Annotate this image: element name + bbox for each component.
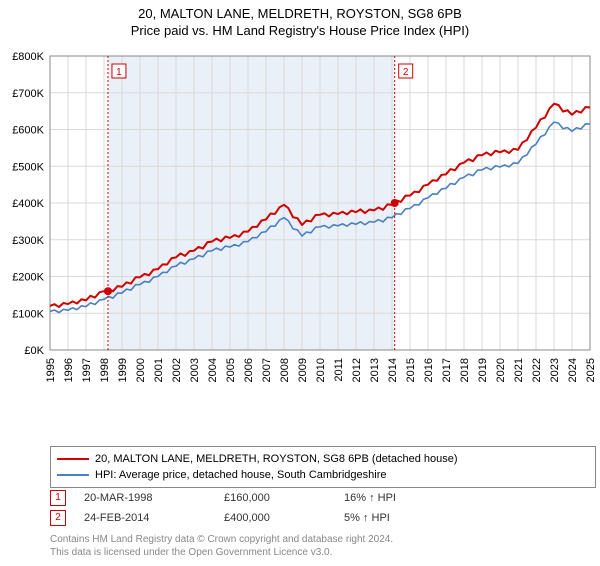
chart-title-sub: Price paid vs. HM Land Registry's House …: [0, 23, 600, 38]
svg-text:£700K: £700K: [12, 88, 44, 100]
copyright-footnote: Contains HM Land Registry data © Crown c…: [50, 534, 590, 559]
svg-text:2024: 2024: [567, 358, 579, 382]
sale-vs-hpi: 5% ↑ HPI: [344, 512, 464, 524]
svg-text:2003: 2003: [189, 358, 201, 382]
footnote-line: Contains HM Land Registry data © Crown c…: [50, 534, 590, 547]
svg-text:1997: 1997: [81, 358, 93, 382]
svg-text:1995: 1995: [45, 358, 57, 382]
chart-title-address: 20, MALTON LANE, MELDRETH, ROYSTON, SG8 …: [0, 6, 600, 21]
svg-text:2: 2: [403, 67, 409, 78]
svg-text:£400K: £400K: [12, 198, 44, 210]
legend-swatch: [57, 474, 89, 476]
svg-text:£600K: £600K: [12, 125, 44, 137]
svg-text:£800K: £800K: [12, 51, 44, 63]
svg-text:1998: 1998: [99, 358, 111, 382]
svg-text:1: 1: [116, 67, 122, 78]
legend-row: 20, MALTON LANE, MELDRETH, ROYSTON, SG8 …: [57, 451, 589, 467]
legend-swatch: [57, 458, 89, 460]
svg-text:2001: 2001: [153, 358, 165, 382]
svg-text:2022: 2022: [531, 358, 543, 382]
svg-text:2005: 2005: [225, 358, 237, 382]
sale-marker-icon: 1: [50, 490, 66, 506]
svg-text:2021: 2021: [513, 358, 525, 382]
svg-text:2017: 2017: [441, 358, 453, 382]
sale-vs-hpi: 16% ↑ HPI: [344, 492, 464, 504]
svg-text:2000: 2000: [135, 358, 147, 382]
chart-legend: 20, MALTON LANE, MELDRETH, ROYSTON, SG8 …: [50, 446, 596, 488]
svg-text:£0K: £0K: [24, 345, 44, 357]
table-row: 2 24-FEB-2014 £400,000 5% ↑ HPI: [50, 508, 590, 528]
svg-text:£100K: £100K: [12, 308, 44, 320]
sale-date: 20-MAR-1998: [84, 492, 224, 504]
svg-text:2004: 2004: [207, 358, 219, 382]
svg-text:2008: 2008: [279, 358, 291, 382]
legend-row: HPI: Average price, detached house, Sout…: [57, 467, 589, 483]
svg-text:2020: 2020: [495, 358, 507, 382]
svg-text:2010: 2010: [315, 358, 327, 382]
svg-text:1999: 1999: [117, 358, 129, 382]
svg-text:2025: 2025: [585, 358, 597, 382]
svg-text:2015: 2015: [405, 358, 417, 382]
svg-text:1996: 1996: [63, 358, 75, 382]
sale-price: £160,000: [224, 492, 344, 504]
svg-text:£300K: £300K: [12, 235, 44, 247]
svg-text:2023: 2023: [549, 358, 561, 382]
svg-text:2011: 2011: [333, 358, 345, 382]
svg-text:2018: 2018: [459, 358, 471, 382]
svg-text:2019: 2019: [477, 358, 489, 382]
svg-text:2013: 2013: [369, 358, 381, 382]
legend-label: 20, MALTON LANE, MELDRETH, ROYSTON, SG8 …: [95, 453, 458, 465]
sales-table: 1 20-MAR-1998 £160,000 16% ↑ HPI 2 24-FE…: [50, 488, 590, 528]
sale-price: £400,000: [224, 512, 344, 524]
svg-text:2007: 2007: [261, 358, 273, 382]
svg-text:£200K: £200K: [12, 272, 44, 284]
price-chart: £0K£100K£200K£300K£400K£500K£600K£700K£8…: [50, 52, 590, 402]
svg-text:2006: 2006: [243, 358, 255, 382]
svg-text:2014: 2014: [387, 358, 399, 382]
svg-text:2002: 2002: [171, 358, 183, 382]
sale-date: 24-FEB-2014: [84, 512, 224, 524]
footnote-line: This data is licensed under the Open Gov…: [50, 547, 590, 560]
table-row: 1 20-MAR-1998 £160,000 16% ↑ HPI: [50, 488, 590, 508]
legend-label: HPI: Average price, detached house, Sout…: [95, 469, 386, 481]
svg-text:2012: 2012: [351, 358, 363, 382]
svg-text:2016: 2016: [423, 358, 435, 382]
sale-marker-icon: 2: [50, 510, 66, 526]
svg-text:2009: 2009: [297, 358, 309, 382]
svg-text:£500K: £500K: [12, 161, 44, 173]
